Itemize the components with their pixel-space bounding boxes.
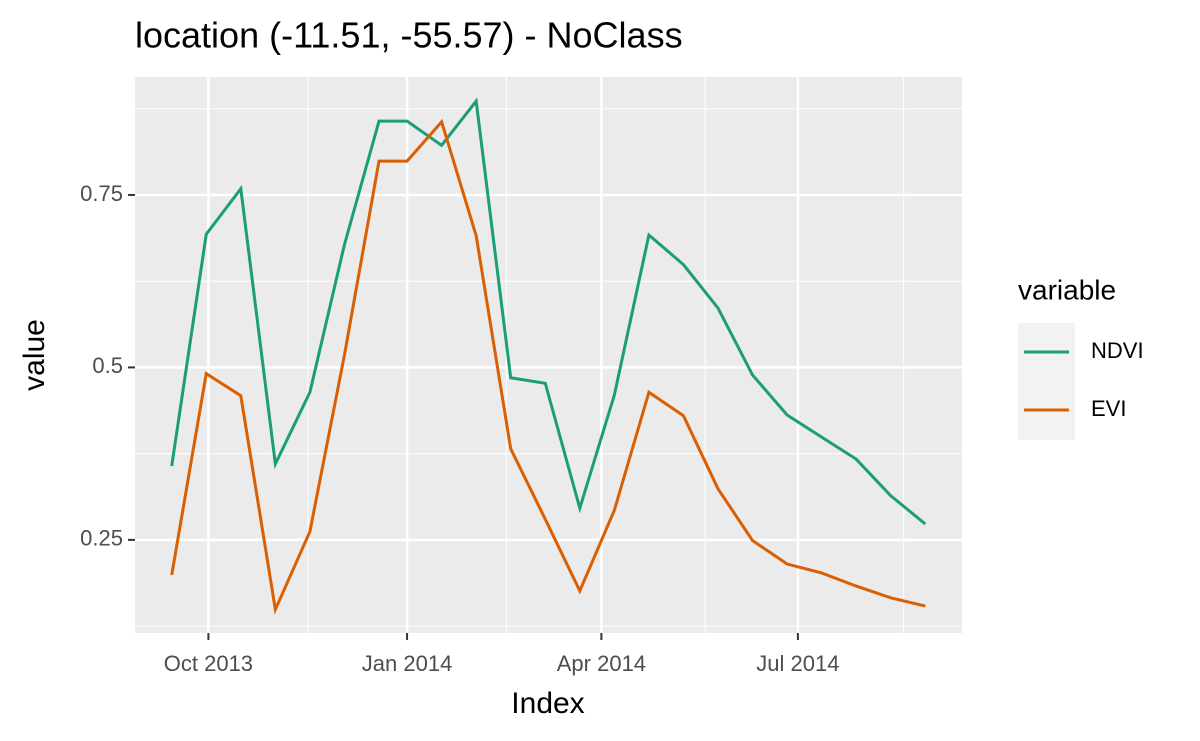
legend-keys-bg xyxy=(1018,323,1075,440)
x-tick-label: Jan 2014 xyxy=(362,651,453,676)
y-tick-label: 0.75 xyxy=(80,181,123,206)
legend-label: EVI xyxy=(1091,396,1126,421)
x-tick-label: Jul 2014 xyxy=(756,651,839,676)
legend-label: NDVI xyxy=(1091,338,1144,363)
x-axis-label: Index xyxy=(511,687,584,720)
y-tick-label: 0.5 xyxy=(92,353,123,378)
x-tick-label: Apr 2014 xyxy=(557,651,646,676)
x-tick-label: Oct 2013 xyxy=(164,651,253,676)
y-axis-label: value xyxy=(18,319,51,391)
y-tick-label: 0.25 xyxy=(80,526,123,551)
chart-title: location (-11.51, -55.57) - NoClass xyxy=(135,15,683,56)
panel xyxy=(135,77,962,633)
series-line xyxy=(170,118,926,615)
legend-title: variable xyxy=(1018,274,1116,305)
series-line xyxy=(170,97,927,526)
